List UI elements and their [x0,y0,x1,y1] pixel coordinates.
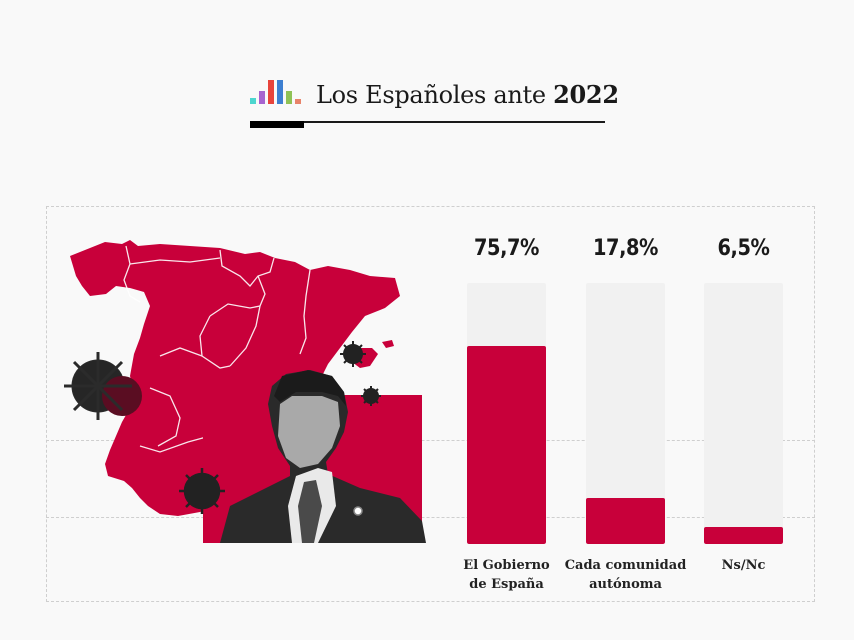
bar-track [704,283,783,544]
logo-bar [295,99,301,104]
logo-bar [268,80,274,104]
bar [704,527,783,544]
title-underline-accent [250,121,304,128]
chart-frame [46,206,815,602]
value-label: 75,7% [474,236,539,261]
title-text: Los Españoles ante [316,81,554,109]
bar [467,346,546,544]
bar-chart-logo-icon [250,80,306,104]
virus-icon [179,468,225,514]
logo-bar [250,98,256,104]
category-label-line: autónoma [589,577,662,592]
page-title: Los Españoles ante 2022 [316,78,619,112]
spain-map [70,240,400,516]
dashed-guide-line [46,440,815,441]
bar-track [586,283,665,544]
category-label-line: de España [469,577,544,592]
bar-track [467,283,546,544]
virus-icon [340,341,366,367]
logo-bar [277,80,283,104]
virus-icon [64,352,142,420]
virus-icon [361,386,381,406]
category-label: Ns/Nc [674,556,813,575]
category-label-line: Cada comunidad [564,558,687,573]
dashed-guide-line [46,517,815,518]
title-year: 2022 [553,80,619,109]
category-label: Cada comunidad autónoma [556,556,695,594]
logo-bar [259,91,265,104]
value-label: 6,5% [717,236,770,261]
category-label-line: El Gobierno [463,558,550,573]
header: Los Españoles ante 2022 [250,78,619,130]
bar [586,497,665,544]
spain-map-illustration [64,240,426,543]
category-label-line: Ns/Nc [721,558,766,573]
category-label: El Gobierno de España [437,556,576,594]
value-label: 17,8% [593,236,658,261]
title-underline [250,121,605,123]
portrait-photo [220,370,426,543]
logo-bar [286,91,292,104]
